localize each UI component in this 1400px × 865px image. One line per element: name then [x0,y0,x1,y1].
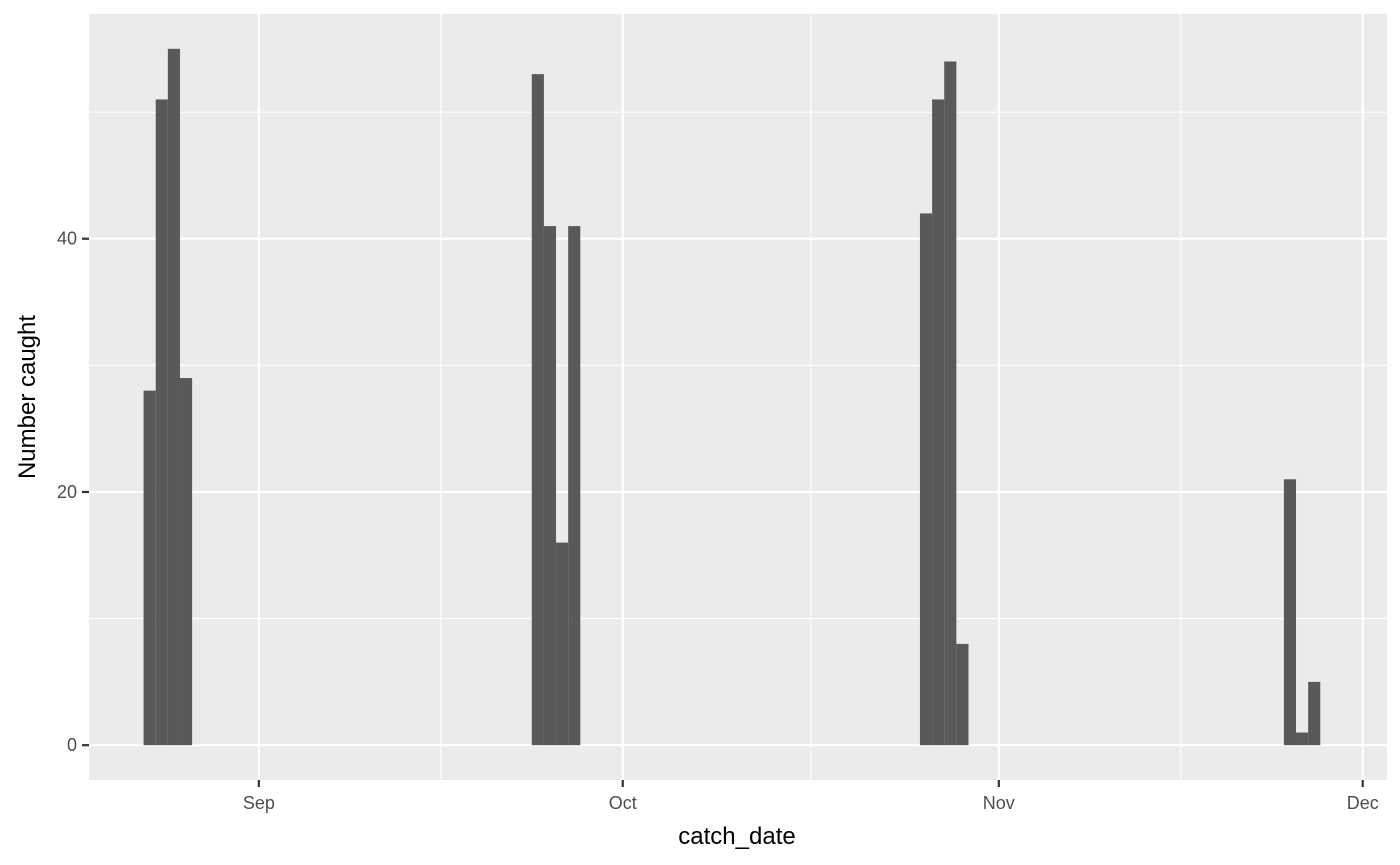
bar [1283,479,1297,746]
y-tick-label: 0 [67,735,77,755]
bar [919,213,933,746]
bar [167,48,180,746]
bar [531,74,544,746]
bar [543,226,557,746]
bar [568,226,581,746]
bar [143,390,156,746]
bar [1308,681,1321,746]
bar [944,61,957,746]
y-axis: 0 20 40 [57,229,89,755]
x-axis: Sep Oct Nov Dec [243,780,1379,813]
bar [179,378,193,746]
x-tick-label: Oct [609,793,637,813]
bar [932,99,945,746]
grid-lines [89,14,1387,780]
x-tick-label: Sep [243,793,275,813]
y-tick-label: 20 [57,482,77,502]
plot-panel [89,14,1387,780]
x-axis-title: catch_date [678,823,795,850]
bar [1296,732,1309,746]
bar [556,542,569,746]
bars [143,48,1321,746]
bar [155,99,168,746]
bar [956,643,969,746]
x-tick-label: Dec [1347,793,1379,813]
x-tick-label: Nov [983,793,1015,813]
y-axis-title: Number caught [14,315,41,479]
y-tick-label: 40 [57,229,77,249]
